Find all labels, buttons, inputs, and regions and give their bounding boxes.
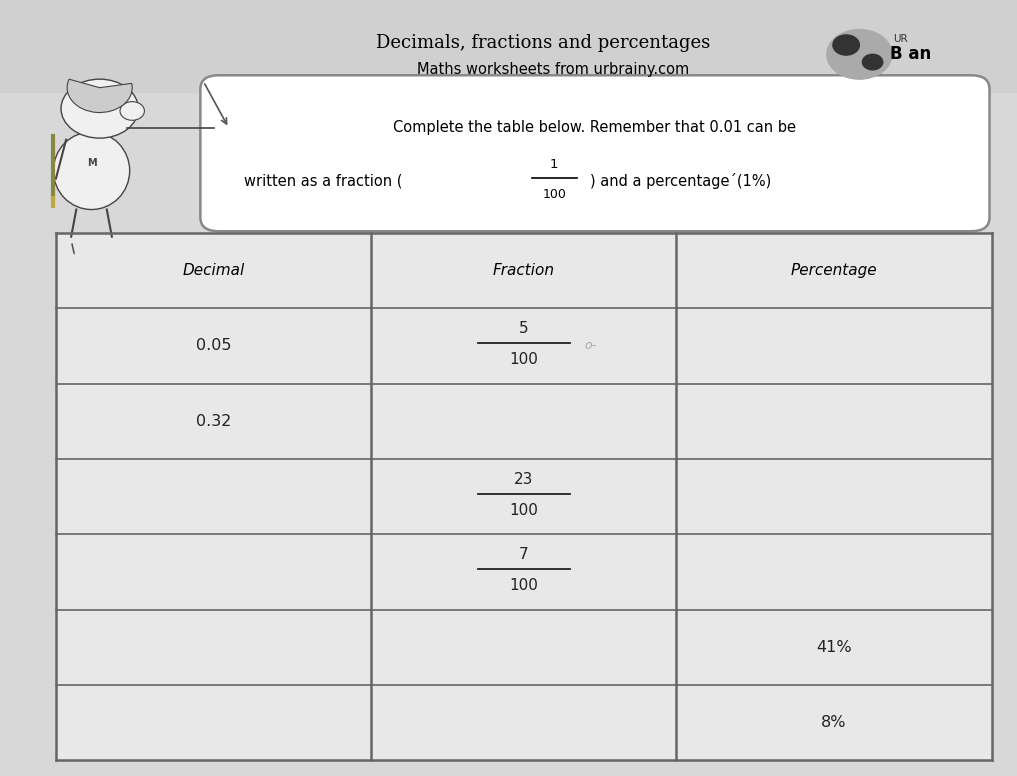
Text: 100: 100 xyxy=(510,503,538,518)
Text: Decimals, fractions and percentages: Decimals, fractions and percentages xyxy=(376,33,711,52)
Text: M: M xyxy=(86,158,97,168)
FancyBboxPatch shape xyxy=(200,75,990,231)
FancyBboxPatch shape xyxy=(0,0,1017,93)
Text: UR: UR xyxy=(893,34,907,43)
Text: /: / xyxy=(68,242,78,255)
Circle shape xyxy=(827,29,892,79)
Text: 5: 5 xyxy=(519,321,529,336)
Text: 100: 100 xyxy=(510,578,538,594)
Text: Percentage: Percentage xyxy=(790,263,878,278)
Text: 0.05: 0.05 xyxy=(196,338,231,353)
Text: o-: o- xyxy=(585,339,597,352)
Text: 41%: 41% xyxy=(816,640,852,655)
Text: written as a fraction (: written as a fraction ( xyxy=(244,174,403,189)
Text: B an: B an xyxy=(890,45,932,64)
Text: 23: 23 xyxy=(514,472,534,487)
Circle shape xyxy=(862,54,883,70)
Text: 1: 1 xyxy=(550,158,558,171)
Text: 8%: 8% xyxy=(821,715,847,730)
Circle shape xyxy=(120,102,144,120)
Text: 100: 100 xyxy=(542,188,566,201)
Text: 100: 100 xyxy=(510,352,538,367)
Text: 0.32: 0.32 xyxy=(196,414,231,429)
Wedge shape xyxy=(67,79,132,113)
Text: ) and a percentage´(1%): ) and a percentage´(1%) xyxy=(590,173,771,189)
Circle shape xyxy=(61,79,138,138)
FancyBboxPatch shape xyxy=(56,233,992,760)
Circle shape xyxy=(833,35,859,55)
Text: 7: 7 xyxy=(519,547,529,563)
Text: Decimal: Decimal xyxy=(182,263,245,278)
Text: Maths worksheets from urbrainy.com: Maths worksheets from urbrainy.com xyxy=(417,62,690,78)
Text: Fraction: Fraction xyxy=(493,263,554,278)
Ellipse shape xyxy=(53,132,130,210)
Text: Complete the table below. Remember that 0.01 can be: Complete the table below. Remember that … xyxy=(394,120,796,135)
